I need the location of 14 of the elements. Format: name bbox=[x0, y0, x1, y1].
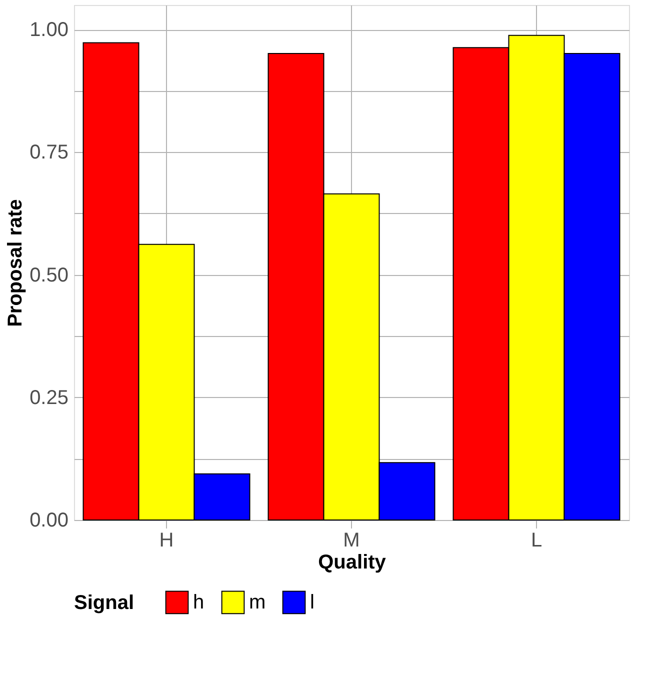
x-tick-label: M bbox=[343, 530, 360, 552]
x-tick-label: H bbox=[159, 530, 174, 552]
y-tick-label: 0.75 bbox=[30, 142, 68, 164]
legend-label: m bbox=[249, 591, 266, 614]
x-axis-title: Quality bbox=[318, 552, 387, 574]
y-tick-label: 0.50 bbox=[30, 264, 68, 286]
legend-label: l bbox=[310, 591, 314, 614]
y-tick-label: 0.00 bbox=[30, 510, 68, 532]
y-axis-title: Proposal rate bbox=[4, 199, 27, 327]
y-tick-label: 1.00 bbox=[30, 19, 68, 42]
x-tick-label: L bbox=[530, 530, 542, 552]
legend-label: h bbox=[193, 591, 204, 614]
legend-title: Signal bbox=[74, 592, 134, 614]
y-tick-label: 0.25 bbox=[30, 386, 68, 409]
